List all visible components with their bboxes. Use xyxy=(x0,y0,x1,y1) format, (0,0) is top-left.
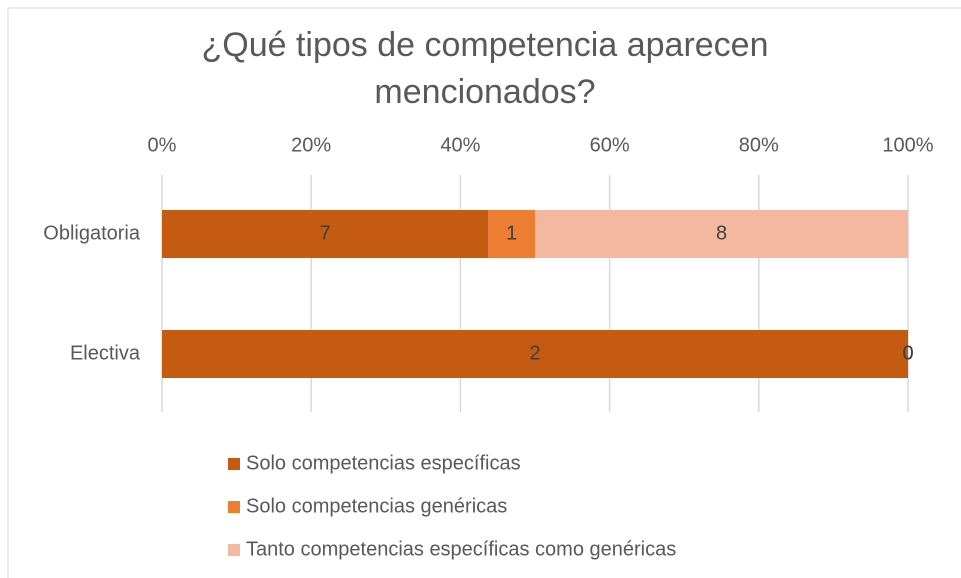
bar-segment xyxy=(535,210,908,258)
data-label: 0 xyxy=(902,342,913,364)
legend-swatch xyxy=(228,544,240,556)
bar-segment xyxy=(162,210,489,258)
data-label: 1 xyxy=(506,222,517,244)
data-label: 8 xyxy=(716,222,727,244)
x-tick-label: 40% xyxy=(440,134,480,156)
legend-label: Solo competencias genéricas xyxy=(246,495,507,517)
y-tick-label: Electiva xyxy=(70,342,141,364)
chart-border xyxy=(7,7,961,578)
legend-swatch xyxy=(228,501,240,513)
x-tick-label: 60% xyxy=(590,134,630,156)
bar-segment xyxy=(162,330,908,378)
x-tick-label: 100% xyxy=(882,134,933,156)
data-label: 0 xyxy=(902,342,913,364)
data-label: 2 xyxy=(529,342,540,364)
legend-swatch xyxy=(228,458,240,470)
x-tick-label: 20% xyxy=(291,134,331,156)
legend-label: Tanto competencias específicas como gené… xyxy=(246,538,676,560)
x-tick-label: 80% xyxy=(739,134,779,156)
data-label: 7 xyxy=(320,222,331,244)
legend-label: Solo competencias específicas xyxy=(246,452,521,474)
bar-segment xyxy=(488,210,535,258)
y-tick-label: Obligatoria xyxy=(43,222,141,244)
chart-title: ¿Qué tipos de competencia aparecen menci… xyxy=(201,26,769,111)
x-tick-label: 0% xyxy=(148,134,177,156)
